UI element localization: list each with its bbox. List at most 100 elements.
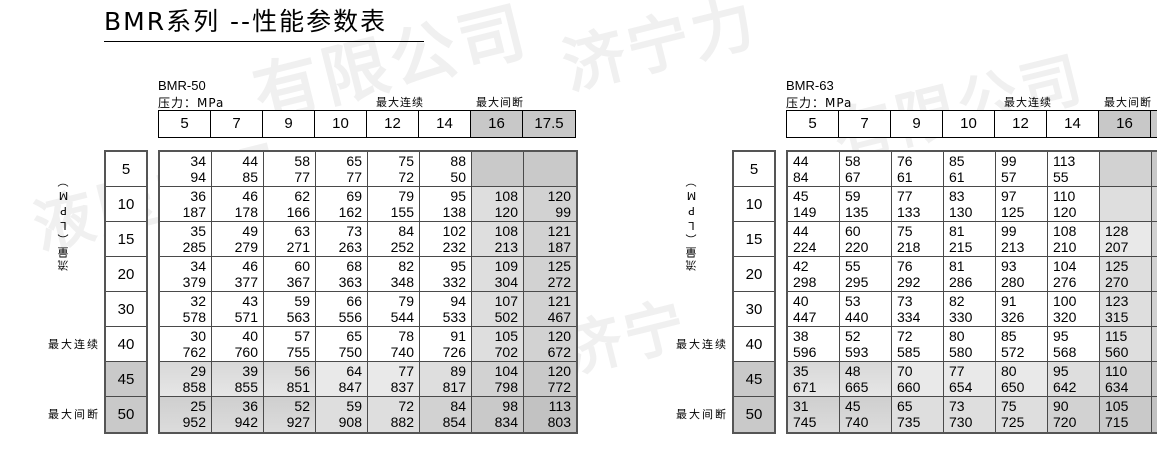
data-cell[interactable]: 25 952	[160, 397, 212, 432]
data-cell[interactable]: 63 271	[264, 222, 316, 257]
data-cell[interactable]: 45 149	[788, 187, 840, 222]
data-cell[interactable]: 93 280	[996, 257, 1048, 292]
data-cell[interactable]: 72 882	[368, 397, 420, 432]
data-cell[interactable]: 53 440	[840, 292, 892, 327]
data-cell[interactable]: 42 298	[788, 257, 840, 292]
data-cell[interactable]: 95 642	[1048, 362, 1100, 397]
data-cell[interactable]: 130550	[1152, 327, 1157, 362]
data-cell[interactable]: 65 735	[892, 397, 944, 432]
data-cell[interactable]: 45 740	[840, 397, 892, 432]
data-cell[interactable]: 99 57	[996, 152, 1048, 187]
flow-row-label[interactable]: 40 最大连续	[676, 327, 774, 362]
data-cell[interactable]: 72 585	[892, 327, 944, 362]
data-cell[interactable]: 39 855	[212, 362, 264, 397]
data-cell[interactable]: 46 178	[212, 187, 264, 222]
data-cell[interactable]: 58 77	[264, 152, 316, 187]
data-cell[interactable]: 107 502	[472, 292, 524, 327]
data-cell[interactable]: 31 745	[788, 397, 840, 432]
data-cell[interactable]: 79 155	[368, 187, 420, 222]
data-cell[interactable]: 35 285	[160, 222, 212, 257]
flow-row-label[interactable]: 10	[734, 187, 774, 222]
data-cell[interactable]: 40 760	[212, 327, 264, 362]
data-cell[interactable]: 64 847	[316, 362, 368, 397]
data-cell[interactable]: 73 334	[892, 292, 944, 327]
data-cell[interactable]: 80 650	[996, 362, 1048, 397]
pressure-header-cell[interactable]: 16	[471, 111, 523, 137]
data-cell[interactable]: 75 725	[996, 397, 1048, 432]
data-cell[interactable]: 70 660	[892, 362, 944, 397]
pressure-header-cell[interactable]: 17.5	[1151, 111, 1157, 137]
data-cell[interactable]: 81 286	[944, 257, 996, 292]
data-cell[interactable]: 98 834	[472, 397, 524, 432]
data-cell[interactable]: 125 270	[1100, 257, 1152, 292]
data-cell[interactable]	[1100, 187, 1152, 222]
data-cell[interactable]: 49 279	[212, 222, 264, 257]
data-cell[interactable]: 75 72	[368, 152, 420, 187]
data-cell[interactable]	[1152, 222, 1157, 257]
data-cell[interactable]: 108 213	[472, 222, 524, 257]
data-cell[interactable]: 85 61	[944, 152, 996, 187]
data-cell[interactable]: 68 363	[316, 257, 368, 292]
flow-row-label[interactable]: 50 最大间断	[676, 397, 774, 432]
data-cell[interactable]: 29 858	[160, 362, 212, 397]
pressure-header-cell[interactable]: 12	[995, 111, 1047, 137]
data-cell[interactable]: 73 263	[316, 222, 368, 257]
data-cell[interactable]: 84 252	[368, 222, 420, 257]
data-cell[interactable]: 73 730	[944, 397, 996, 432]
data-cell[interactable]: 120 672	[524, 327, 576, 362]
pressure-header-cell[interactable]: 9	[263, 111, 315, 137]
data-cell[interactable]: 105 702	[472, 327, 524, 362]
data-cell[interactable]: 108 210	[1048, 222, 1100, 257]
data-cell[interactable]: 65 750	[316, 327, 368, 362]
data-cell[interactable]: 140265	[1152, 257, 1157, 292]
data-cell[interactable]: 57 755	[264, 327, 316, 362]
pressure-header-cell[interactable]: 12	[367, 111, 419, 137]
pressure-header-cell[interactable]: 14	[419, 111, 471, 137]
data-cell[interactable]: 62 166	[264, 187, 316, 222]
pressure-header-cell[interactable]: 10	[315, 111, 367, 137]
data-cell[interactable]: 120 99	[524, 187, 576, 222]
data-cell[interactable]: 108 120	[472, 187, 524, 222]
data-cell[interactable]: 56 851	[264, 362, 316, 397]
data-cell[interactable]: 76 61	[892, 152, 944, 187]
data-cell[interactable]: 40 447	[788, 292, 840, 327]
data-cell[interactable]: 104 276	[1048, 257, 1100, 292]
data-cell[interactable]: 120 772	[524, 362, 576, 397]
flow-row-label[interactable]: 20	[106, 257, 146, 292]
data-cell[interactable]: 82 330	[944, 292, 996, 327]
data-cell[interactable]: 52 593	[840, 327, 892, 362]
data-cell[interactable]: 91 726	[420, 327, 472, 362]
data-cell[interactable]: 44 85	[212, 152, 264, 187]
data-cell[interactable]: 34 94	[160, 152, 212, 187]
data-cell[interactable]: 128 207	[1100, 222, 1152, 257]
data-cell[interactable]: 113 803	[524, 397, 576, 432]
data-cell[interactable]: 90 720	[1048, 397, 1100, 432]
pressure-header-cell[interactable]: 5	[159, 111, 211, 137]
data-cell[interactable]: 77 654	[944, 362, 996, 397]
data-cell[interactable]: 60 220	[840, 222, 892, 257]
data-cell[interactable]: 85 572	[996, 327, 1048, 362]
data-cell[interactable]: 94 533	[420, 292, 472, 327]
data-cell[interactable]: 55 295	[840, 257, 892, 292]
flow-row-label[interactable]: 20	[734, 257, 774, 292]
data-cell[interactable]: 58 67	[840, 152, 892, 187]
data-cell[interactable]: 105 715	[1100, 397, 1152, 432]
data-cell[interactable]: 89 817	[420, 362, 472, 397]
data-cell[interactable]: 77 133	[892, 187, 944, 222]
data-cell[interactable]: 46 377	[212, 257, 264, 292]
pressure-header-cell[interactable]: 7	[839, 111, 891, 137]
data-cell[interactable]: 83 130	[944, 187, 996, 222]
data-cell[interactable]: 43 571	[212, 292, 264, 327]
data-cell[interactable]: 52 927	[264, 397, 316, 432]
data-cell[interactable]: 82 348	[368, 257, 420, 292]
data-cell[interactable]: 77 837	[368, 362, 420, 397]
data-cell[interactable]: 115 560	[1100, 327, 1152, 362]
data-cell[interactable]: 104 798	[472, 362, 524, 397]
data-cell[interactable]: 113 55	[1048, 152, 1100, 187]
data-cell[interactable]: 135310	[1152, 292, 1157, 327]
flow-row-label[interactable]: 10	[106, 187, 146, 222]
data-cell[interactable]: 76 292	[892, 257, 944, 292]
data-cell[interactable]: 75 218	[892, 222, 944, 257]
data-cell[interactable]: 30 762	[160, 327, 212, 362]
pressure-header-cell[interactable]: 14	[1047, 111, 1099, 137]
